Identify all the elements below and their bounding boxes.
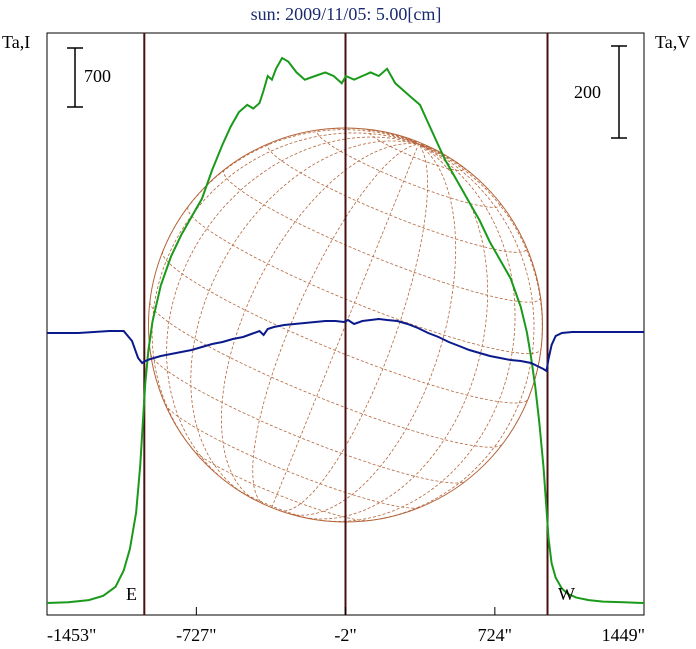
chart-title: sun: 2009/11/05: 5.00[cm]	[251, 4, 442, 24]
right-axis-label: Ta,V	[655, 32, 690, 52]
x-ticks: -1453" -727" -2" 724" 1449"	[46, 607, 645, 645]
latitude-line	[368, 129, 464, 171]
series-group	[46, 56, 645, 604]
latitude-line	[192, 449, 370, 522]
longitude-line	[418, 142, 420, 145]
limb-marker-east: E	[126, 584, 137, 604]
longitude-line	[166, 136, 419, 482]
right-scale-bar-label: 200	[574, 82, 601, 102]
longitude-line	[162, 129, 419, 252]
left-scale-bar-label: 700	[84, 66, 111, 86]
longitude-line	[414, 140, 419, 145]
latitude-line	[316, 129, 501, 208]
longitude-line	[418, 143, 440, 153]
series-stokes-v	[47, 317, 644, 373]
x-tick-label: 1449"	[602, 625, 645, 645]
x-tick-label: -1453"	[47, 625, 96, 645]
latitude-line	[164, 403, 421, 509]
series-stokes-i	[46, 56, 645, 604]
longitude-line	[221, 143, 419, 500]
longitude-line	[418, 143, 459, 164]
right-scale-bar: 200	[574, 45, 627, 139]
left-axis-label: Ta,I	[2, 32, 30, 52]
longitude-line	[323, 143, 516, 522]
latitude-line	[149, 301, 503, 448]
longitude-line	[291, 143, 457, 516]
longitude-line	[418, 143, 543, 399]
longitude-line	[279, 143, 429, 512]
longitude-line	[418, 143, 434, 150]
left-scale-bar: 700	[67, 47, 111, 108]
x-tick-label: 724"	[478, 625, 512, 645]
x-tick-label: -2"	[334, 625, 356, 645]
limb-marker-west: W	[558, 584, 575, 604]
longitude-line	[369, 143, 535, 521]
longitude-line	[252, 143, 419, 505]
longitude-line	[398, 135, 419, 145]
longitude-line	[271, 143, 419, 508]
x-tick-label: -727"	[176, 625, 216, 645]
